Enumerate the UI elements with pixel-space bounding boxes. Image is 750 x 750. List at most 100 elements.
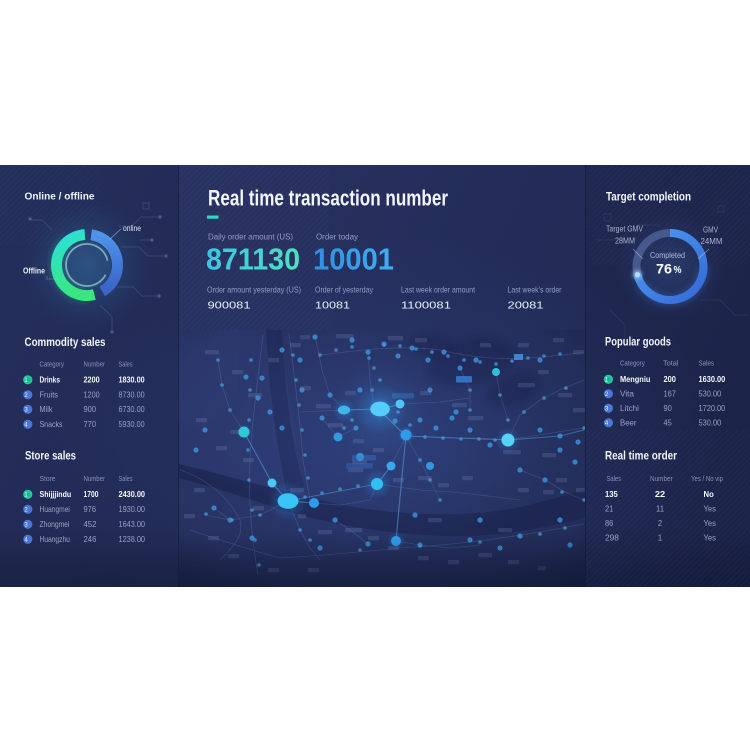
svg-text:Number: Number	[84, 362, 106, 369]
svg-text:Zhongmei: Zhongmei	[40, 520, 70, 529]
svg-text:298: 298	[605, 534, 619, 543]
svg-text:8730.00: 8730.00	[119, 391, 146, 400]
svg-text:Target completion: Target completion	[606, 192, 691, 204]
svg-text:2: 2	[24, 393, 28, 399]
svg-text:Order of yesterday: Order of yesterday	[315, 285, 374, 295]
svg-text:Real time order: Real time order	[605, 451, 677, 463]
svg-text:900: 900	[84, 405, 97, 414]
svg-text:1: 1	[605, 377, 609, 383]
svg-text:22: 22	[655, 489, 666, 499]
svg-text:1100081: 1100081	[401, 300, 451, 312]
svg-text:21: 21	[605, 505, 614, 514]
svg-text:Store sales: Store sales	[25, 451, 76, 463]
svg-text:6730.00: 6730.00	[119, 405, 146, 414]
svg-text:2: 2	[605, 392, 609, 398]
svg-text:Yes: Yes	[704, 519, 716, 528]
svg-text:1200: 1200	[84, 391, 101, 400]
svg-text:Fruits: Fruits	[40, 391, 59, 400]
svg-text:1: 1	[24, 378, 28, 384]
svg-text:167: 167	[664, 390, 677, 399]
svg-text:Mengniu: Mengniu	[620, 374, 650, 384]
svg-text:online: online	[123, 224, 141, 233]
svg-text:Daily order amount (US): Daily order amount (US)	[208, 232, 293, 242]
svg-text:2200: 2200	[84, 375, 100, 385]
svg-text:Real time transaction number: Real time transaction number	[208, 186, 448, 211]
svg-text:246: 246	[84, 535, 97, 544]
svg-text:452: 452	[84, 520, 97, 529]
svg-text:Sales: Sales	[119, 362, 133, 369]
svg-text:1930.00: 1930.00	[119, 505, 146, 514]
svg-text:45: 45	[664, 419, 673, 428]
svg-text:2430.00: 2430.00	[119, 489, 146, 499]
svg-text:1700: 1700	[84, 489, 99, 499]
svg-text:976: 976	[84, 505, 97, 514]
svg-text:3: 3	[24, 522, 28, 528]
svg-text:Yes: Yes	[704, 534, 716, 543]
svg-text:Huangzhu: Huangzhu	[40, 535, 70, 544]
svg-text:Category: Category	[40, 362, 65, 369]
svg-text:20081: 20081	[508, 300, 544, 312]
svg-text:Store: Store	[40, 476, 56, 483]
svg-text:Huangmei: Huangmei	[40, 505, 71, 514]
svg-text:Shijjjindu: Shijjjindu	[40, 489, 72, 499]
svg-text:Sales: Sales	[699, 361, 715, 368]
svg-text:Completed: Completed	[650, 250, 685, 260]
svg-text:1630.00: 1630.00	[699, 374, 726, 384]
svg-text:900081: 900081	[208, 300, 251, 312]
svg-text:4: 4	[24, 422, 28, 428]
svg-text:4: 4	[605, 421, 609, 427]
svg-text:No: No	[704, 489, 714, 499]
svg-text:Target GMV: Target GMV	[606, 224, 643, 234]
svg-text:Vita: Vita	[620, 390, 635, 399]
svg-text:%: %	[674, 265, 682, 276]
svg-text:135: 135	[605, 489, 618, 499]
svg-text:86: 86	[605, 519, 614, 528]
svg-text:Offline: Offline	[23, 266, 45, 276]
svg-text:28MM: 28MM	[615, 236, 635, 246]
svg-text:5930.00: 5930.00	[119, 420, 146, 429]
svg-text:10081: 10081	[315, 300, 350, 312]
svg-text:Beer: Beer	[620, 419, 637, 428]
svg-text:Number: Number	[650, 476, 673, 483]
svg-text:Drinks: Drinks	[40, 375, 61, 385]
svg-text:Category: Category	[620, 361, 645, 368]
svg-text:871130: 871130	[206, 242, 300, 277]
svg-text:Last week's order: Last week's order	[508, 285, 562, 295]
svg-text:Milk: Milk	[40, 405, 54, 414]
svg-text:Commodity sales: Commodity sales	[25, 337, 106, 349]
svg-text:24MM: 24MM	[701, 236, 723, 246]
svg-text:Number: Number	[84, 476, 106, 483]
svg-text:1: 1	[24, 492, 28, 498]
svg-text:770: 770	[84, 420, 97, 429]
svg-text:10001: 10001	[313, 242, 394, 277]
svg-text:Yes / No vip: Yes / No vip	[691, 476, 723, 483]
svg-text:530.00: 530.00	[699, 419, 722, 428]
svg-text:Yes: Yes	[704, 505, 716, 514]
svg-text:Sales: Sales	[119, 476, 133, 483]
svg-text:3: 3	[24, 407, 28, 413]
svg-text:Litchi: Litchi	[620, 404, 639, 413]
svg-text:Total: Total	[663, 361, 679, 368]
svg-text:Popular goods: Popular goods	[605, 337, 671, 349]
svg-text:Snacks: Snacks	[40, 420, 63, 429]
svg-text:Order amount yesterday (US): Order amount yesterday (US)	[207, 285, 301, 295]
svg-text:1643.00: 1643.00	[119, 520, 146, 529]
svg-text:90: 90	[664, 404, 673, 413]
svg-text:200: 200	[664, 374, 677, 384]
svg-text:1720.00: 1720.00	[699, 404, 726, 413]
svg-text:1830.00: 1830.00	[119, 375, 145, 385]
svg-text:2: 2	[658, 519, 663, 528]
svg-text:1238.00: 1238.00	[119, 535, 146, 544]
svg-text:11: 11	[656, 505, 665, 514]
svg-text:GMV: GMV	[703, 225, 718, 235]
svg-text:530.00: 530.00	[699, 390, 722, 399]
svg-text:Order today: Order today	[316, 232, 359, 242]
svg-text:Last week order amount: Last week order amount	[401, 285, 476, 295]
svg-text:4: 4	[24, 537, 28, 543]
svg-text:Online / offline: Online / offline	[25, 192, 95, 203]
svg-text:Sales: Sales	[607, 476, 622, 483]
svg-text:2: 2	[24, 507, 28, 513]
svg-text:3: 3	[605, 406, 609, 412]
svg-text:1: 1	[658, 534, 663, 543]
svg-text:76: 76	[656, 261, 672, 277]
